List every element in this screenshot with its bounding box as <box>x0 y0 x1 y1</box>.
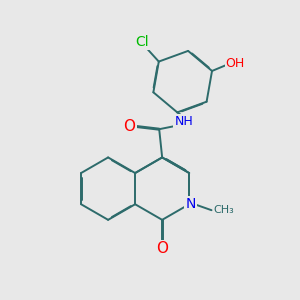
Text: NH: NH <box>175 115 193 128</box>
Text: CH₃: CH₃ <box>214 205 235 215</box>
Text: OH: OH <box>226 57 245 70</box>
Text: N: N <box>185 197 196 211</box>
Text: Cl: Cl <box>136 35 149 49</box>
Text: O: O <box>156 241 168 256</box>
Text: O: O <box>124 119 136 134</box>
